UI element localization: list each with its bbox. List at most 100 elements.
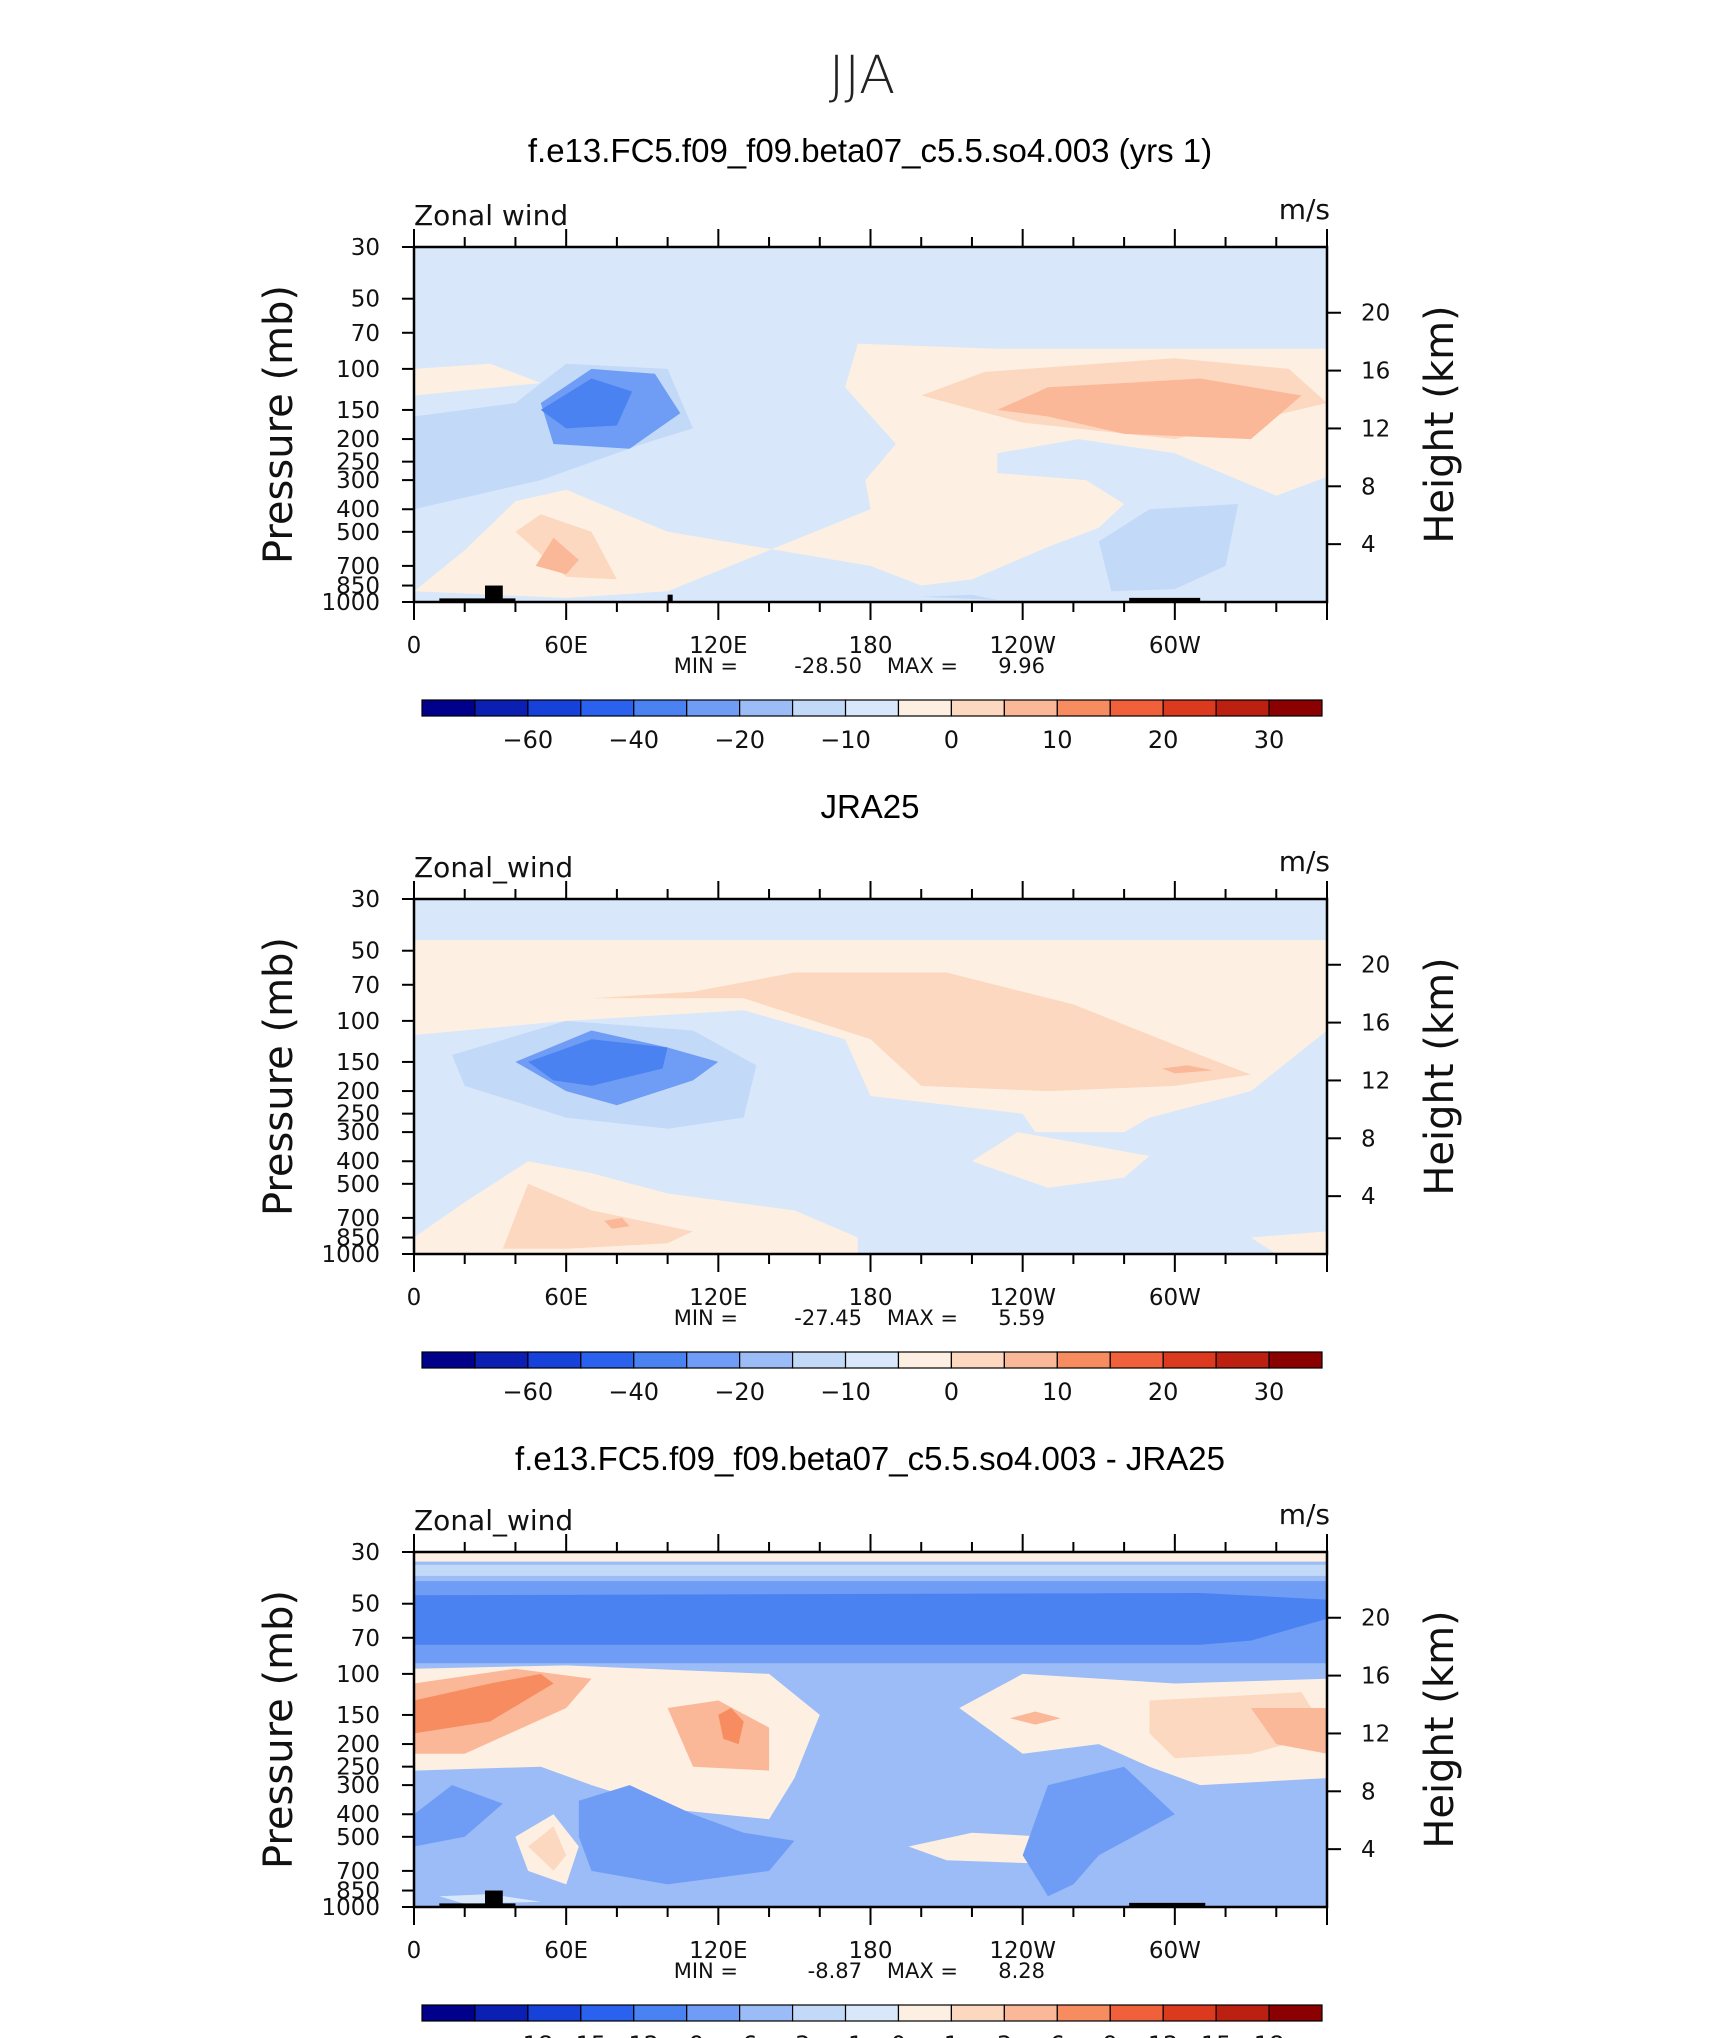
contour-field — [414, 899, 1327, 1254]
y-tick-label: 150 — [336, 1050, 380, 1076]
contour-region — [591, 972, 1251, 1092]
max-label: MAX = — [887, 654, 958, 678]
variable-label: Zonal_wind — [414, 851, 573, 884]
y2-axis-label: Height (km) — [1417, 305, 1463, 543]
colorbar-swatch — [844, 2004, 900, 2022]
max-label: MAX = — [887, 1959, 958, 1983]
y2-tick-label: 8 — [1361, 1779, 1376, 1805]
contour-region — [502, 1183, 693, 1249]
colorbar-swatch — [1003, 2004, 1058, 2022]
colorbar-label: −20 — [714, 726, 765, 754]
y-tick-label: 850 — [336, 1226, 380, 1252]
y-tick-label: 300 — [336, 468, 380, 494]
y-tick-label: 200 — [336, 1079, 380, 1105]
colorbar-swatch — [950, 2004, 1005, 2022]
colorbar-swatch — [739, 2004, 794, 2022]
y2-tick-label: 16 — [1361, 1664, 1390, 1690]
x-tick-label: 120E — [689, 633, 747, 659]
y-tick-label: 200 — [336, 427, 380, 453]
y2-tick-label: 12 — [1361, 1721, 1390, 1747]
colorbar-label: 30 — [1254, 726, 1285, 754]
max-label: MAX = — [887, 1306, 958, 1330]
colorbar-swatch — [527, 2004, 582, 2022]
y2-tick-label: 20 — [1361, 1606, 1390, 1632]
contour-region — [535, 537, 579, 575]
y-tick-label: 100 — [336, 1662, 380, 1688]
colorbar-swatch — [633, 1351, 688, 1369]
colorbar-label: −60 — [503, 1378, 554, 1406]
y2-tick-label: 8 — [1361, 1126, 1376, 1152]
colorbar-label: 9 — [1103, 2031, 1118, 2038]
colorbar-swatch — [527, 1351, 582, 1369]
colorbar-label: 20 — [1148, 726, 1179, 754]
colorbar-label: 30 — [1254, 1378, 1285, 1406]
contour-region — [667, 1700, 770, 1771]
colorbar-label: −3 — [775, 2031, 810, 2038]
colorbar-swatch — [950, 699, 1005, 717]
contour-region — [718, 1708, 744, 1745]
x-tick-label: 60W — [1149, 633, 1201, 659]
min-label: MIN = — [674, 1959, 738, 1983]
contour-region — [997, 378, 1302, 440]
terrain-block — [1129, 1902, 1206, 1907]
max-value: 8.28 — [998, 1959, 1045, 1983]
panel-title: JRA25 — [820, 788, 919, 825]
colorbar-swatch — [791, 699, 847, 717]
colorbar-swatch — [474, 2004, 529, 2022]
colorbar-label: 1 — [944, 2031, 959, 2038]
y-tick-label: 300 — [336, 1120, 380, 1146]
y2-axis-label: Height (km) — [1417, 957, 1463, 1195]
colorbar-swatch — [1162, 1351, 1217, 1369]
y-tick-label: 30 — [351, 887, 380, 913]
panel-title: f.e13.FC5.f09_f09.beta07_c5.5.so4.003 (y… — [528, 132, 1212, 169]
colorbar-swatch — [633, 2004, 688, 2022]
colorbar-swatch — [474, 1351, 529, 1369]
contour-region — [414, 1785, 503, 1847]
colorbar-label: −40 — [608, 1378, 659, 1406]
colorbar-swatch — [421, 1351, 476, 1369]
colorbar-label: −12 — [608, 2031, 659, 2038]
terrain-block — [485, 1890, 503, 1907]
contour-region — [1010, 1711, 1061, 1725]
y-axis-label: Pressure (mb) — [256, 285, 302, 564]
y2-tick-label: 12 — [1361, 416, 1390, 442]
y-tick-label: 250 — [336, 1755, 380, 1781]
y-tick-label: 300 — [336, 1773, 380, 1799]
colorbar-swatch — [633, 699, 688, 717]
contour-region — [908, 1832, 1048, 1864]
y2-tick-label: 4 — [1361, 1184, 1376, 1210]
y-tick-label: 400 — [336, 497, 380, 523]
y-tick-label: 700 — [336, 554, 380, 580]
colorbar-label: 18 — [1254, 2031, 1285, 2038]
terrain-block — [667, 594, 673, 602]
min-label: MIN = — [674, 1306, 738, 1330]
min-label: MIN = — [674, 654, 738, 678]
contour-region — [528, 1826, 567, 1871]
colorbar-swatch — [791, 1351, 847, 1369]
y2-tick-label: 16 — [1361, 359, 1390, 385]
x-tick-label: 180 — [849, 1938, 893, 1964]
colorbar-swatch — [1215, 699, 1270, 717]
colorbar-swatch — [1003, 1351, 1058, 1369]
x-tick-label: 0 — [407, 1938, 422, 1964]
colorbar-label: −15 — [555, 2031, 606, 2038]
y-tick-label: 850 — [336, 1879, 380, 1905]
colorbar-swatch — [1109, 699, 1164, 717]
colorbar-swatch — [1268, 699, 1323, 717]
contour-region — [414, 1552, 1327, 1562]
colorbar-swatch — [527, 699, 582, 717]
panel-3: f.e13.FC5.f09_f09.beta07_c5.5.so4.003 - … — [256, 1440, 1463, 2038]
colorbar: −60 −40 −20 −10 0 10 20 30 — [421, 1351, 1323, 1406]
colorbar-swatch — [474, 699, 529, 717]
max-value: 9.96 — [998, 654, 1045, 678]
y-tick-label: 1000 — [321, 1895, 380, 1921]
colorbar-label: −10 — [820, 1378, 871, 1406]
y-tick-label: 850 — [336, 574, 380, 600]
y-tick-label: 400 — [336, 1149, 380, 1175]
y2-tick-label: 20 — [1361, 953, 1390, 979]
colorbar-label: −18 — [503, 2031, 554, 2038]
contour-region — [1162, 1065, 1213, 1074]
y-tick-label: 500 — [336, 520, 380, 546]
contour-region — [971, 1132, 1150, 1188]
